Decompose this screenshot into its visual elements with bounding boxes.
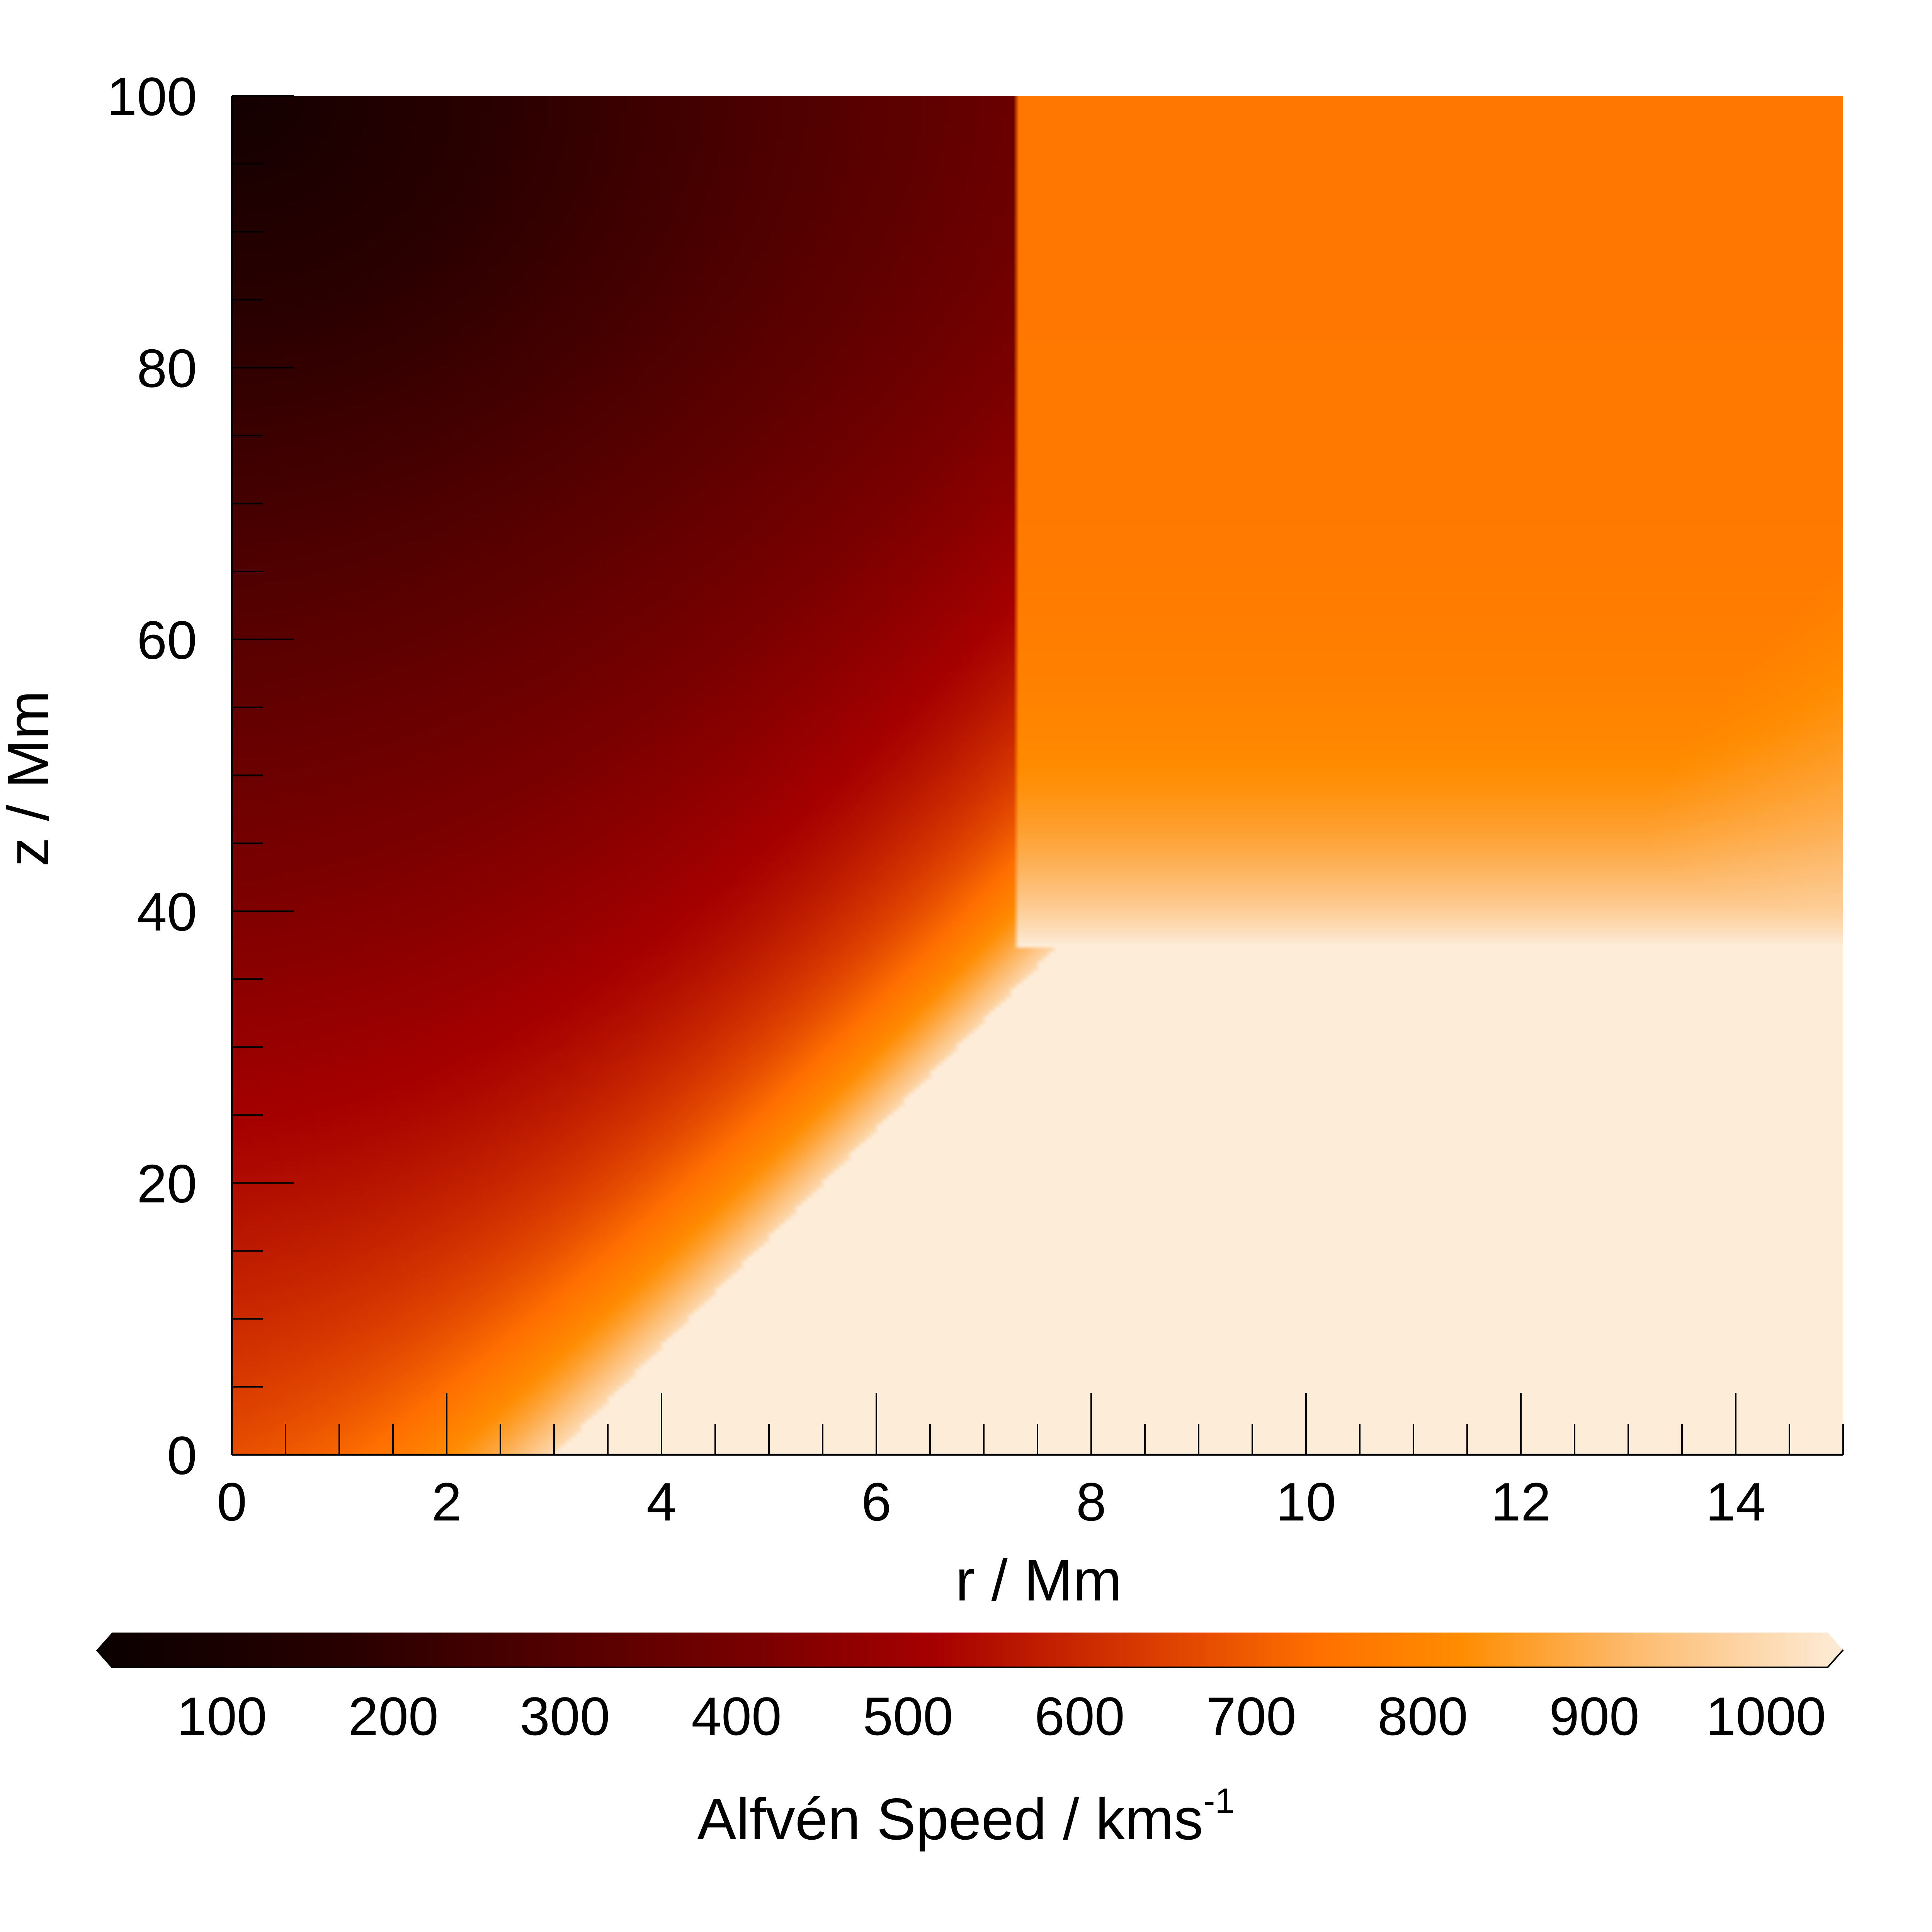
colorbar-tick-label: 600 <box>1034 1686 1125 1747</box>
colorbar-tick-label: 400 <box>691 1686 782 1747</box>
colorbar-outline <box>96 1649 1844 1668</box>
colorbar-bar <box>97 1633 1843 1667</box>
x-tick-label: 8 <box>1076 1471 1106 1532</box>
colorbar-tick-label: 300 <box>520 1686 610 1747</box>
colorbar-tick-label: 200 <box>348 1686 439 1747</box>
x-tick-label: 2 <box>432 1471 462 1532</box>
x-tick-label: 10 <box>1276 1471 1336 1532</box>
y-tick-label: 80 <box>137 338 197 398</box>
y-tick-label: 0 <box>167 1425 197 1486</box>
minor-ticks <box>232 163 1844 1455</box>
colorbar-tick-label: 700 <box>1206 1686 1296 1747</box>
colorbar-label-main: Alfvén Speed / kms <box>697 1786 1203 1852</box>
plot-area: 0 2 4 6 8 10 12 14 0 20 40 60 80 100 <box>107 66 1844 1532</box>
x-tick-labels: 0 2 4 6 8 10 12 14 <box>217 1471 1766 1532</box>
colorbar-tick-labels: 100 200 300 400 500 600 700 800 900 1000 <box>177 1686 1826 1747</box>
colorbar-tick-label: 800 <box>1378 1686 1468 1747</box>
y-tick-label: 20 <box>137 1153 197 1214</box>
y-tick-label: 100 <box>107 66 197 127</box>
colorbar-tick-label: 900 <box>1549 1686 1639 1747</box>
y-tick-label: 40 <box>137 881 197 942</box>
colorbar-tick-label: 1000 <box>1706 1686 1826 1747</box>
colorbar-tick-label: 100 <box>177 1686 267 1747</box>
colorbar-label-superscript: -1 <box>1203 1781 1235 1821</box>
colorbar: 100 200 300 400 500 600 700 800 900 1000 Alfvén S… <box>96 1633 1844 1852</box>
y-axis-label: z / Mm <box>0 690 61 867</box>
x-tick-label: 14 <box>1706 1471 1766 1532</box>
x-axis-label: r / Mm <box>956 1548 1122 1613</box>
y-tick-label: 60 <box>137 610 197 670</box>
x-tick-label: 0 <box>217 1471 247 1532</box>
x-tick-label: 6 <box>861 1471 891 1532</box>
y-tick-labels: 0 20 40 60 80 100 <box>107 66 197 1486</box>
x-tick-label: 12 <box>1491 1471 1551 1532</box>
x-tick-label: 4 <box>646 1471 677 1532</box>
colorbar-tick-label: 500 <box>863 1686 953 1747</box>
heatmap-field <box>232 96 1843 1455</box>
colorbar-label: Alfvén Speed / kms-1 <box>697 1781 1235 1852</box>
